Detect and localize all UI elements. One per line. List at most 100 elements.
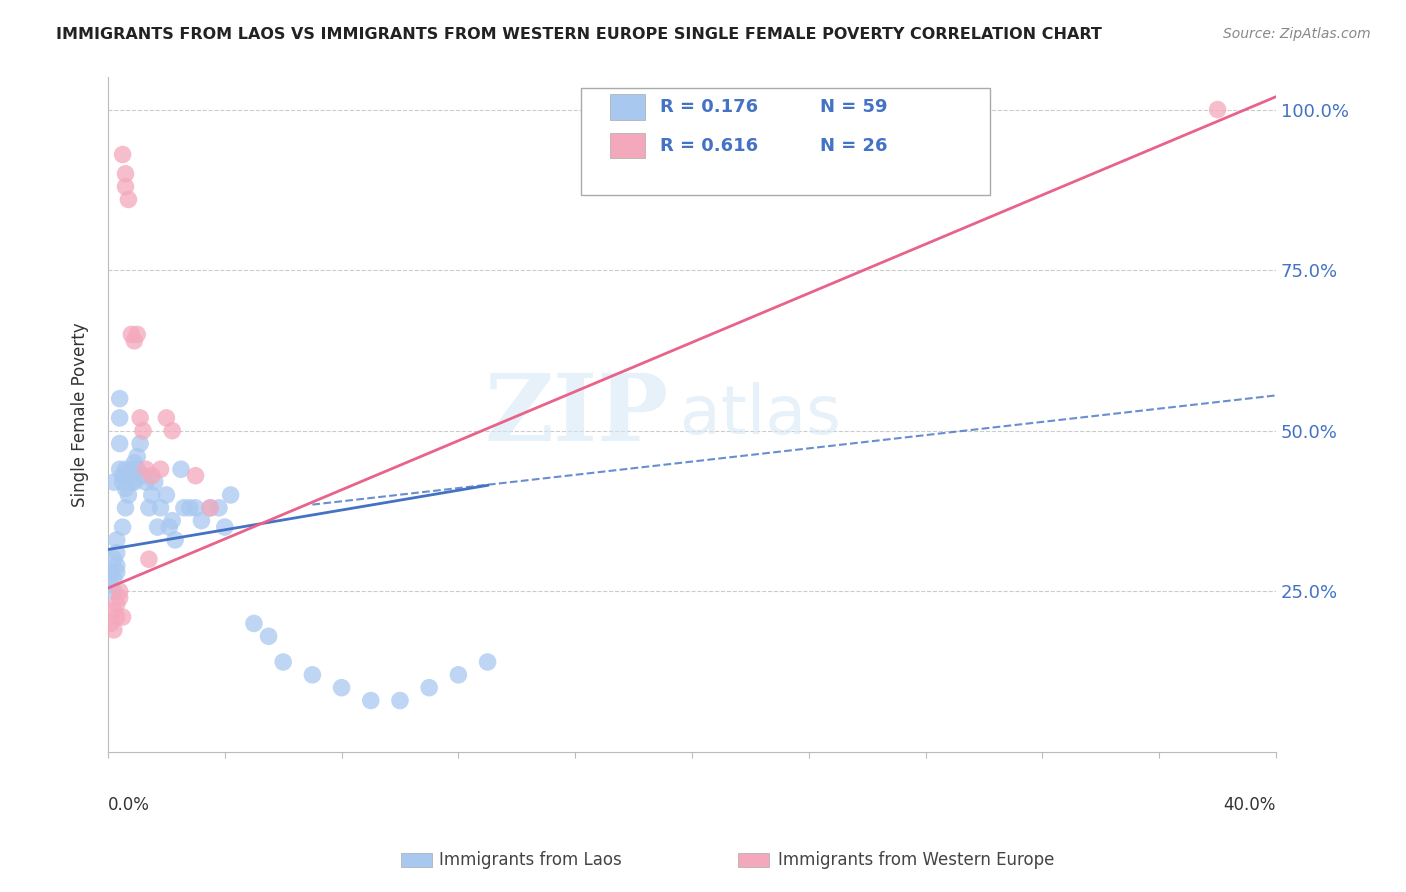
Y-axis label: Single Female Poverty: Single Female Poverty: [72, 322, 89, 507]
Text: 40.0%: 40.0%: [1223, 796, 1277, 814]
Point: [243, 616, 266, 631]
Point: [360, 693, 382, 707]
Point: [143, 475, 166, 489]
Text: Source: ZipAtlas.com: Source: ZipAtlas.com: [1223, 27, 1371, 41]
Point: [108, 410, 131, 425]
Point: [184, 500, 207, 515]
Point: [173, 500, 195, 515]
Point: [114, 482, 136, 496]
Point: [111, 147, 134, 161]
Point: [179, 500, 201, 515]
Point: [127, 450, 149, 464]
Point: [135, 475, 157, 489]
Text: 0.0%: 0.0%: [108, 796, 150, 814]
Point: [120, 462, 142, 476]
Point: [108, 462, 131, 476]
Point: [132, 424, 155, 438]
Point: [146, 520, 169, 534]
Point: [100, 616, 122, 631]
Point: [117, 468, 139, 483]
Point: [100, 565, 122, 579]
Point: [114, 179, 136, 194]
Point: [138, 500, 160, 515]
Point: [108, 436, 131, 450]
Point: [105, 558, 128, 573]
Point: [111, 520, 134, 534]
Point: [103, 584, 125, 599]
Point: [132, 468, 155, 483]
Point: [190, 514, 212, 528]
Point: [157, 520, 180, 534]
Point: [160, 424, 183, 438]
Point: [208, 500, 231, 515]
Point: [120, 475, 142, 489]
Text: N = 59: N = 59: [821, 98, 889, 116]
Point: [105, 533, 128, 547]
Point: [418, 681, 440, 695]
Point: [117, 193, 139, 207]
Point: [103, 475, 125, 489]
Point: [135, 462, 157, 476]
Text: IMMIGRANTS FROM LAOS VS IMMIGRANTS FROM WESTERN EUROPE SINGLE FEMALE POVERTY COR: IMMIGRANTS FROM LAOS VS IMMIGRANTS FROM …: [56, 27, 1102, 42]
Point: [108, 584, 131, 599]
Point: [117, 488, 139, 502]
Point: [447, 668, 470, 682]
Point: [100, 578, 122, 592]
Point: [103, 572, 125, 586]
Point: [111, 475, 134, 489]
Point: [105, 565, 128, 579]
Point: [388, 693, 411, 707]
Point: [129, 436, 152, 450]
Point: [170, 462, 193, 476]
Text: N = 26: N = 26: [821, 136, 889, 154]
Point: [108, 392, 131, 406]
Point: [330, 681, 353, 695]
Point: [198, 500, 221, 515]
Point: [198, 500, 221, 515]
Point: [219, 488, 242, 502]
Point: [155, 488, 177, 502]
Point: [111, 468, 134, 483]
Point: [301, 668, 323, 682]
Text: ZIP: ZIP: [484, 369, 669, 459]
Text: R = 0.616: R = 0.616: [661, 136, 759, 154]
Point: [103, 623, 125, 637]
Point: [122, 475, 145, 489]
Point: [114, 167, 136, 181]
Text: R = 0.176: R = 0.176: [661, 98, 759, 116]
Point: [111, 610, 134, 624]
Text: Immigrants from Western Europe: Immigrants from Western Europe: [778, 851, 1054, 869]
Point: [114, 462, 136, 476]
Point: [1206, 103, 1229, 117]
Point: [271, 655, 294, 669]
Point: [141, 468, 163, 483]
Point: [214, 520, 236, 534]
Point: [149, 462, 172, 476]
Text: atlas: atlas: [681, 382, 841, 448]
Bar: [610, 133, 645, 159]
Point: [122, 334, 145, 348]
Point: [127, 462, 149, 476]
Point: [129, 410, 152, 425]
Point: [105, 546, 128, 560]
Point: [165, 533, 187, 547]
Point: [103, 604, 125, 618]
Point: [160, 514, 183, 528]
FancyBboxPatch shape: [581, 87, 990, 195]
Point: [477, 655, 499, 669]
Point: [122, 456, 145, 470]
Text: Immigrants from Laos: Immigrants from Laos: [439, 851, 621, 869]
Point: [257, 629, 280, 643]
Point: [184, 468, 207, 483]
Point: [120, 327, 142, 342]
Point: [127, 327, 149, 342]
Point: [108, 591, 131, 605]
Point: [114, 500, 136, 515]
Point: [155, 410, 177, 425]
Point: [141, 488, 163, 502]
Point: [138, 552, 160, 566]
Point: [103, 552, 125, 566]
Point: [105, 597, 128, 611]
Bar: [610, 95, 645, 120]
Point: [149, 500, 172, 515]
